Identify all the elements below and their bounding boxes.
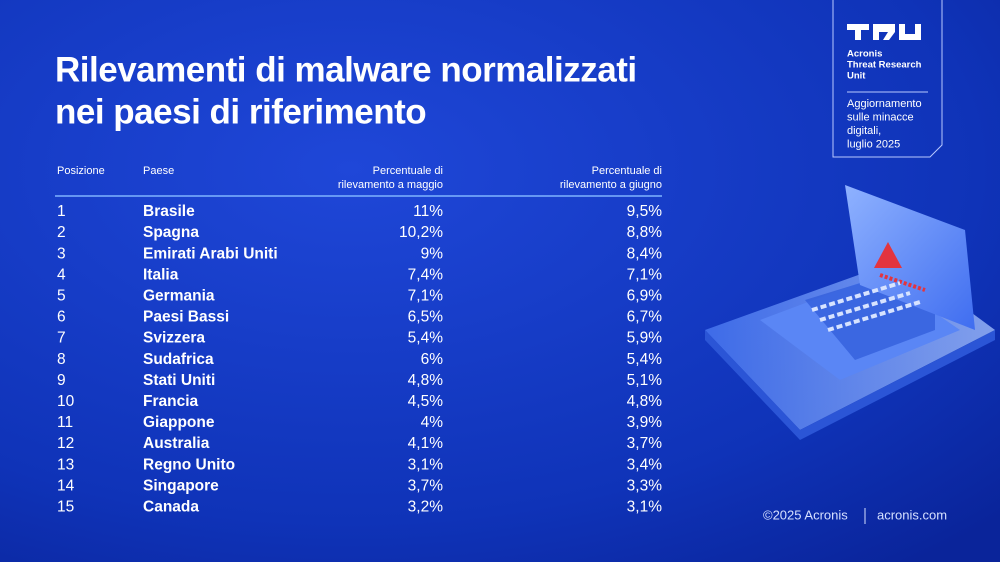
title-line: nei paesi di riferimento	[55, 92, 426, 131]
rank: 7	[57, 330, 66, 347]
june-value: 3,3%	[627, 477, 663, 494]
table: Posizione Paese Percentuale di rilevamento …	[57, 165, 662, 516]
country: Regno Unito	[143, 456, 235, 473]
copyright: ©2025 Acronis	[763, 507, 848, 522]
may-value: 3,2%	[408, 498, 444, 515]
badge-frame	[832, 0, 943, 158]
country: Australia	[143, 435, 210, 452]
column-header: Posizione	[57, 165, 105, 177]
may-value: 7,1%	[408, 287, 444, 304]
may-value: 3,1%	[408, 456, 444, 473]
country: Giappone	[143, 414, 215, 431]
june-value: 5,1%	[627, 372, 663, 389]
badge-org: Unit	[847, 71, 866, 82]
june-value: 8,8%	[627, 224, 663, 241]
badge-org: Threat Research	[847, 60, 922, 71]
june-value: 8,4%	[627, 245, 663, 262]
may-value: 11%	[413, 203, 443, 220]
june-value: 3,4%	[627, 456, 663, 473]
laptop-illustration	[705, 185, 995, 440]
rank: 10	[57, 393, 75, 410]
rank: 9	[57, 372, 66, 389]
rank: 8	[57, 351, 66, 368]
may-value: 6,5%	[408, 309, 444, 326]
country: Svizzera	[143, 330, 205, 347]
column-header: Paese	[143, 165, 174, 177]
june-value: 7,1%	[627, 266, 663, 283]
country: Italia	[143, 266, 179, 283]
may-value: 4,8%	[408, 372, 444, 389]
june-value: 3,9%	[627, 414, 663, 431]
badge-note: Aggiornamento	[847, 98, 922, 110]
june-value: 4,8%	[627, 393, 663, 410]
may-value: 5,4%	[408, 330, 444, 347]
may-value: 10,2%	[399, 224, 443, 241]
may-value: 9%	[421, 245, 444, 262]
column-header: Percentuale di	[592, 165, 662, 177]
country: Canada	[143, 498, 199, 515]
badge-logo	[847, 24, 921, 40]
badge-note: luglio 2025	[847, 138, 900, 150]
may-value: 4,5%	[408, 393, 444, 410]
june-value: 6,7%	[627, 309, 663, 326]
rank: 2	[57, 224, 66, 241]
may-value: 4%	[421, 414, 444, 431]
june-value: 9,5%	[627, 203, 663, 220]
rank: 1	[57, 203, 66, 220]
may-value: 7,4%	[408, 266, 444, 283]
june-value: 6,9%	[627, 287, 663, 304]
title-line: Rilevamenti di malware normalizzati	[55, 50, 637, 89]
country: Francia	[143, 393, 199, 410]
column-header: Percentuale di	[373, 165, 443, 177]
rank: 4	[57, 266, 66, 283]
june-value: 5,9%	[627, 330, 663, 347]
column-header: rilevamento a maggio	[338, 179, 443, 191]
june-value: 3,1%	[627, 498, 663, 515]
country: Germania	[143, 287, 215, 304]
rank: 3	[57, 245, 66, 262]
may-value: 3,7%	[408, 477, 444, 494]
country: Spagna	[143, 224, 199, 241]
badge-note: digitali,	[847, 125, 881, 137]
rank: 12	[57, 435, 74, 452]
country: Sudafrica	[143, 351, 214, 368]
rank: 13	[57, 456, 74, 473]
badge-org: Acronis	[847, 49, 882, 60]
june-value: 3,7%	[627, 435, 663, 452]
country: Stati Uniti	[143, 372, 215, 389]
website: acronis.com	[877, 507, 947, 522]
rank: 11	[57, 414, 73, 431]
column-header: rilevamento a giugno	[560, 179, 662, 191]
june-value: 5,4%	[627, 351, 663, 368]
rank: 6	[57, 309, 66, 326]
rank: 14	[57, 477, 75, 494]
rank: 5	[57, 287, 66, 304]
may-value: 6%	[421, 351, 444, 368]
country: Paesi Bassi	[143, 309, 229, 326]
country: Singapore	[143, 477, 219, 494]
may-value: 4,1%	[408, 435, 444, 452]
country: Brasile	[143, 203, 195, 220]
badge-note: sulle minacce	[847, 111, 914, 123]
rank: 15	[57, 498, 74, 515]
country: Emirati Arabi Uniti	[143, 245, 278, 262]
